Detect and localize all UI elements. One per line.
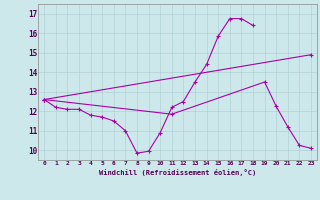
X-axis label: Windchill (Refroidissement éolien,°C): Windchill (Refroidissement éolien,°C) [99, 169, 256, 176]
